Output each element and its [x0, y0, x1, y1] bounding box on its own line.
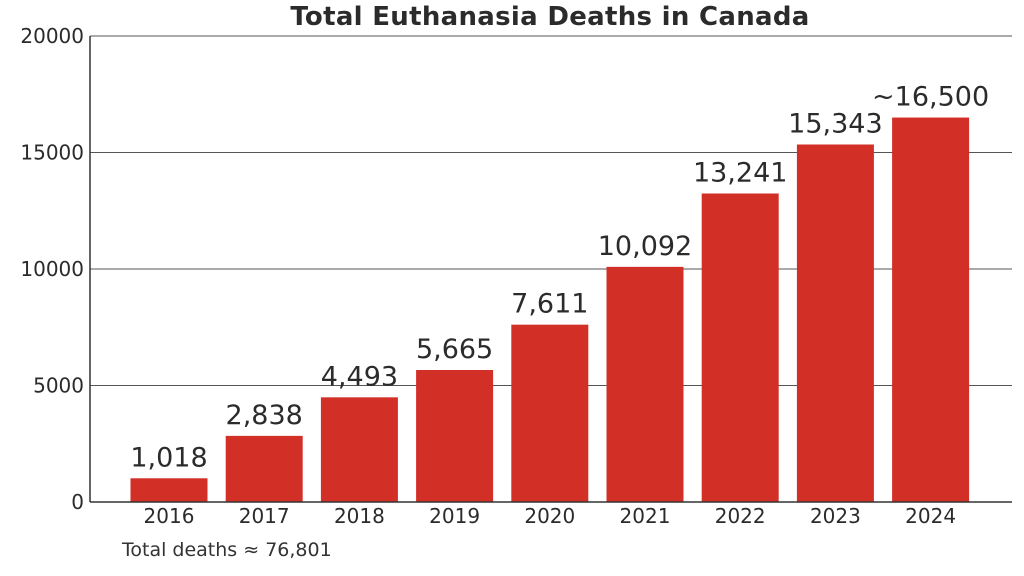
x-tick-label: 2016	[144, 504, 195, 528]
y-tick-label: 10000	[20, 257, 84, 281]
data-label: 13,241	[693, 157, 787, 188]
x-tick-label: 2023	[810, 504, 861, 528]
y-tick-label: 20000	[20, 24, 84, 48]
y-tick-labels: 0 5000 10000 15000 20000	[20, 24, 84, 514]
data-labels: 1,018 2,838 4,493 5,665 7,611 10,092 13,24115,…	[130, 82, 989, 474]
y-tick-label: 15000	[20, 141, 84, 165]
data-label: 1,018	[130, 442, 207, 473]
x-tick-label: 2020	[524, 504, 575, 528]
x-tick-label: 2022	[715, 504, 766, 528]
data-label: 15,343	[788, 109, 882, 140]
data-label: 2,838	[226, 400, 303, 431]
bar	[796, 144, 874, 502]
chart-title: Total Euthanasia Deaths in Canada	[290, 2, 810, 32]
bars	[130, 117, 970, 503]
bar	[130, 478, 208, 502]
y-tick-label: 0	[71, 490, 84, 514]
data-label: 5,665	[416, 334, 493, 365]
data-label: ~16,500	[872, 82, 989, 113]
bar	[606, 266, 684, 502]
y-tick-label: 5000	[33, 374, 84, 398]
data-label: 7,611	[511, 289, 588, 320]
total-deaths-footnote: Total deaths ≈ 76,801	[122, 539, 332, 561]
data-label: 10,092	[598, 231, 692, 262]
data-label: 4,493	[321, 361, 398, 392]
bar	[701, 193, 779, 503]
x-tick-label: 2017	[239, 504, 290, 528]
x-tick-label: 2024	[905, 504, 956, 528]
x-tick-label: 2021	[620, 504, 671, 528]
bar	[320, 397, 398, 502]
bar	[511, 324, 589, 502]
bar	[416, 370, 494, 502]
bar	[225, 435, 303, 502]
x-tick-label: 2018	[334, 504, 385, 528]
x-tick-label: 2019	[429, 504, 480, 528]
bar	[892, 117, 970, 503]
x-tick-labels: 2016 2017 2018 2019 2020 2021 2022 2023 2024	[144, 504, 957, 528]
axes	[89, 36, 1012, 503]
